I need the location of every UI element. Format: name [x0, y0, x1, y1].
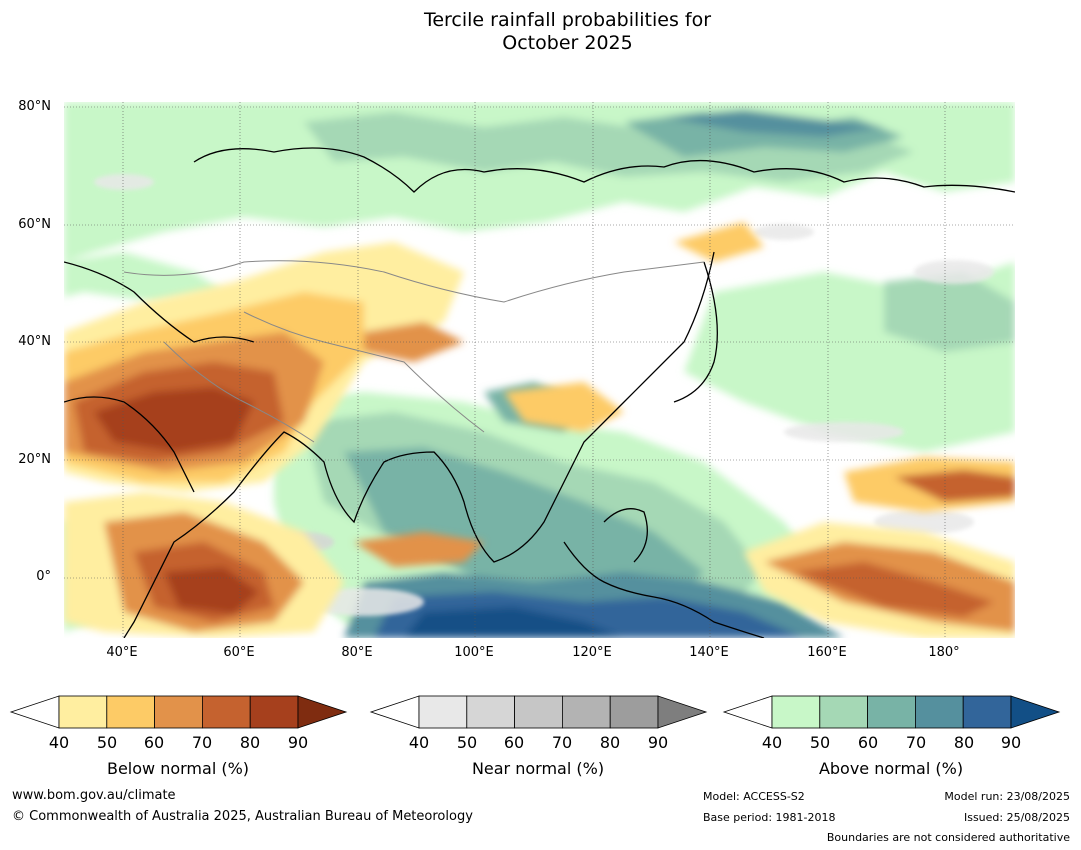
above-tick-50: 50 [809, 733, 831, 752]
above-normal-label: Above normal (%) [818, 759, 964, 778]
lon-label-80e: 80°E [341, 645, 373, 660]
map-svg [64, 102, 1015, 638]
lat-label-0: 0° [36, 569, 51, 584]
gridlines [64, 102, 1015, 638]
near-colorbar-segment [514, 695, 563, 729]
below-tick-70: 70 [191, 733, 213, 752]
map-title: Tercile rainfall probabilities for Octob… [0, 9, 1081, 55]
copyright: © Commonwealth of Australia 2025, Austra… [12, 809, 473, 824]
below-colorbar-segment [106, 695, 156, 729]
above-tick-40: 40 [761, 733, 783, 752]
lon-label-120e: 120°E [572, 645, 612, 660]
near-colorbar-upper-arrow [657, 695, 708, 729]
below-tick-90: 90 [287, 733, 309, 752]
above-colorbar-segment [915, 695, 964, 729]
below-normal-label: Below normal (%) [106, 759, 250, 778]
model-name: Model: ACCESS-S2 [703, 790, 805, 803]
below-colorbar-segment [58, 695, 108, 729]
near-tick-60: 60 [503, 733, 525, 752]
below-colorbar-segment [249, 695, 299, 729]
below-colorbar-lower-arrow [9, 695, 60, 729]
near-tick-50: 50 [456, 733, 478, 752]
above-tick-80: 80 [953, 733, 975, 752]
near-colorbar-segment [562, 695, 611, 729]
above-colorbar-lower-arrow [722, 695, 773, 729]
below-tick-50: 50 [96, 733, 118, 752]
below-colorbar-segment [154, 695, 203, 729]
base-period: Base period: 1981-2018 [703, 811, 836, 824]
above-tick-90: 90 [1000, 733, 1022, 752]
near-colorbar-segment [466, 695, 515, 729]
disclaimer: Boundaries are not considered authoritat… [826, 831, 1070, 844]
near-tick-70: 70 [551, 733, 573, 752]
above-colorbar-segment [867, 695, 916, 729]
above-tick-70: 70 [905, 733, 927, 752]
probability-map [63, 101, 1016, 639]
near-tick-40: 40 [408, 733, 430, 752]
lat-label-60n: 60°N [18, 217, 51, 232]
below-tick-40: 40 [48, 733, 70, 752]
lat-label-20n: 20°N [18, 452, 51, 467]
title-line-1: Tercile rainfall probabilities for [423, 9, 712, 31]
above-tick-60: 60 [857, 733, 879, 752]
above-colorbar-upper-arrow [1010, 695, 1061, 729]
near-tick-80: 80 [599, 733, 621, 752]
lon-label-140e: 140°E [689, 645, 729, 660]
lon-label-60e: 60°E [223, 645, 255, 660]
near-colorbar-segment [609, 695, 659, 729]
colorbars [9, 695, 1061, 729]
lon-label-180: 180° [928, 645, 960, 660]
above-colorbar-segment [771, 695, 821, 729]
below-tick-60: 60 [143, 733, 165, 752]
below-colorbar-upper-arrow [297, 695, 348, 729]
lat-label-80n: 80°N [18, 99, 51, 114]
country-borders [123, 260, 705, 443]
near-normal-regions [94, 174, 994, 616]
title-line-2: October 2025 [502, 32, 633, 54]
below-tick-80: 80 [239, 733, 261, 752]
near-colorbar-lower-arrow [369, 695, 420, 729]
below-colorbar-segment [201, 695, 251, 729]
near-colorbar-segment [418, 695, 468, 729]
lon-label-100e: 100°E [454, 645, 494, 660]
above-colorbar-segment [962, 695, 1012, 729]
near-normal-label: Near normal (%) [471, 759, 605, 778]
lon-label-160e: 160°E [807, 645, 847, 660]
lon-label-40e: 40°E [106, 645, 138, 660]
site-url: www.bom.gov.au/climate [12, 788, 176, 803]
lat-label-40n: 40°N [18, 334, 51, 349]
above-colorbar-segment [819, 695, 868, 729]
issued-date: Issued: 25/08/2025 [963, 811, 1070, 824]
model-run: Model run: 23/08/2025 [944, 790, 1070, 803]
coastlines [64, 147, 1015, 638]
near-tick-90: 90 [647, 733, 669, 752]
